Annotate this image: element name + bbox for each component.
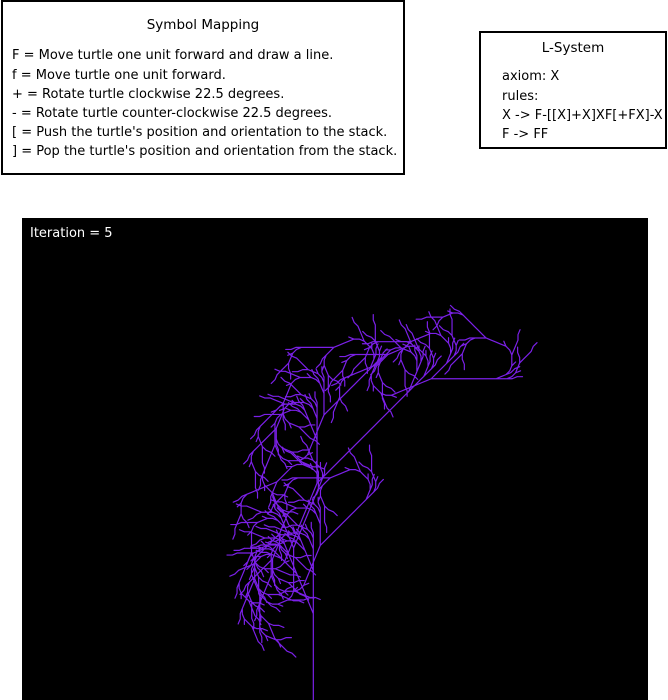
plant-branches xyxy=(226,304,538,700)
mapping-line-plus: + = Rotate turtle clockwise 22.5 degrees… xyxy=(12,87,285,102)
symbol-mapping-title: Symbol Mapping xyxy=(146,17,260,33)
rule-f: F -> FF xyxy=(502,127,549,142)
lsystem-box: L-System axiom: X rules: X -> F-[[X]+X]X… xyxy=(479,31,667,149)
render-canvas: Iteration = 5 xyxy=(22,218,648,700)
mapping-line-minus: - = Rotate turtle counter-clockwise 22.5… xyxy=(12,106,333,121)
iteration-label: Iteration = 5 xyxy=(30,226,113,241)
plant-drawing xyxy=(226,304,538,700)
axiom-line: axiom: X xyxy=(502,69,560,84)
symbol-mapping-box: Symbol Mapping F = Move turtle one unit … xyxy=(1,0,405,175)
mapping-line-f: f = Move turtle one unit forward. xyxy=(12,68,226,83)
lsystem-title: L-System xyxy=(541,40,605,56)
mapping-line-F: F = Move turtle one unit forward and dra… xyxy=(12,48,334,63)
rule-x: X -> F-[[X]+X]XF[+FX]-X xyxy=(502,108,663,123)
mapping-line-push: [ = Push the turtle's position and orien… xyxy=(12,125,388,140)
rules-label: rules: xyxy=(502,89,539,104)
mapping-line-pop: ] = Pop the turtle's position and orient… xyxy=(12,144,398,159)
